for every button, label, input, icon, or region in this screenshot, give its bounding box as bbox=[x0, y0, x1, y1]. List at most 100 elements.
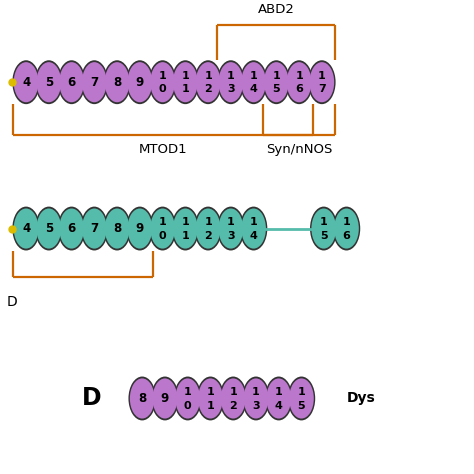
Ellipse shape bbox=[287, 62, 311, 102]
Ellipse shape bbox=[128, 62, 152, 102]
Ellipse shape bbox=[12, 207, 40, 250]
Ellipse shape bbox=[263, 60, 290, 104]
Text: Dys: Dys bbox=[347, 392, 376, 405]
Ellipse shape bbox=[81, 60, 108, 104]
Text: 6: 6 bbox=[67, 76, 76, 89]
Text: 3: 3 bbox=[227, 231, 235, 241]
Text: 1: 1 bbox=[204, 218, 212, 228]
Ellipse shape bbox=[265, 376, 292, 420]
Text: 1: 1 bbox=[159, 71, 166, 81]
Ellipse shape bbox=[311, 209, 336, 248]
Text: 7: 7 bbox=[90, 222, 99, 235]
Ellipse shape bbox=[266, 378, 291, 419]
Ellipse shape bbox=[82, 62, 107, 102]
Text: 1: 1 bbox=[182, 218, 189, 228]
Ellipse shape bbox=[174, 376, 201, 420]
Ellipse shape bbox=[197, 376, 224, 420]
Text: 8: 8 bbox=[113, 76, 121, 89]
Text: 1: 1 bbox=[250, 218, 257, 228]
Text: D: D bbox=[82, 386, 102, 410]
Text: MTOD1: MTOD1 bbox=[138, 144, 187, 156]
Ellipse shape bbox=[149, 60, 176, 104]
Ellipse shape bbox=[128, 376, 156, 420]
Text: 7: 7 bbox=[90, 76, 99, 89]
Ellipse shape bbox=[35, 60, 63, 104]
Text: 1: 1 bbox=[298, 387, 305, 397]
Text: 1: 1 bbox=[182, 84, 189, 94]
Text: 4: 4 bbox=[250, 84, 257, 94]
Ellipse shape bbox=[285, 60, 313, 104]
Text: 5: 5 bbox=[320, 231, 328, 241]
Ellipse shape bbox=[130, 378, 155, 419]
Ellipse shape bbox=[217, 60, 245, 104]
Ellipse shape bbox=[173, 62, 198, 102]
Text: 6: 6 bbox=[343, 231, 350, 241]
Ellipse shape bbox=[172, 60, 199, 104]
Ellipse shape bbox=[288, 376, 315, 420]
Ellipse shape bbox=[59, 62, 84, 102]
Text: 1: 1 bbox=[295, 71, 303, 81]
Text: 4: 4 bbox=[275, 401, 283, 410]
Text: 9: 9 bbox=[136, 222, 144, 235]
Text: 4: 4 bbox=[22, 76, 30, 89]
Text: 1: 1 bbox=[273, 71, 280, 81]
Text: 5: 5 bbox=[298, 401, 305, 410]
Ellipse shape bbox=[241, 209, 266, 248]
Text: 6: 6 bbox=[67, 222, 76, 235]
Text: 1: 1 bbox=[343, 218, 350, 228]
Text: 1: 1 bbox=[252, 387, 260, 397]
Ellipse shape bbox=[241, 62, 266, 102]
Ellipse shape bbox=[244, 378, 268, 419]
Ellipse shape bbox=[150, 209, 175, 248]
Ellipse shape bbox=[105, 209, 129, 248]
Ellipse shape bbox=[103, 207, 131, 250]
Ellipse shape bbox=[81, 207, 108, 250]
Ellipse shape bbox=[194, 60, 222, 104]
Text: 0: 0 bbox=[184, 401, 191, 410]
Ellipse shape bbox=[194, 207, 222, 250]
Ellipse shape bbox=[219, 209, 243, 248]
Text: 1: 1 bbox=[227, 71, 235, 81]
Text: 1: 1 bbox=[207, 387, 214, 397]
Ellipse shape bbox=[196, 62, 220, 102]
Ellipse shape bbox=[240, 207, 267, 250]
Text: 9: 9 bbox=[136, 76, 144, 89]
Ellipse shape bbox=[196, 209, 220, 248]
Text: 1: 1 bbox=[318, 71, 326, 81]
Ellipse shape bbox=[103, 60, 131, 104]
Ellipse shape bbox=[173, 209, 198, 248]
Ellipse shape bbox=[310, 207, 337, 250]
Ellipse shape bbox=[150, 62, 175, 102]
Text: 1: 1 bbox=[207, 401, 214, 410]
Ellipse shape bbox=[149, 207, 176, 250]
Text: 9: 9 bbox=[161, 392, 169, 405]
Text: 1: 1 bbox=[204, 71, 212, 81]
Text: 1: 1 bbox=[182, 71, 189, 81]
Text: 1: 1 bbox=[227, 218, 235, 228]
Ellipse shape bbox=[219, 376, 247, 420]
Ellipse shape bbox=[36, 209, 61, 248]
Text: 1: 1 bbox=[182, 231, 189, 241]
Text: 4: 4 bbox=[250, 231, 257, 241]
Text: 1: 1 bbox=[159, 218, 166, 228]
Ellipse shape bbox=[198, 378, 223, 419]
Text: 3: 3 bbox=[227, 84, 235, 94]
Ellipse shape bbox=[105, 62, 129, 102]
Text: 5: 5 bbox=[45, 76, 53, 89]
Ellipse shape bbox=[126, 60, 154, 104]
Ellipse shape bbox=[242, 376, 270, 420]
Text: 4: 4 bbox=[22, 222, 30, 235]
Text: 1: 1 bbox=[275, 387, 283, 397]
Ellipse shape bbox=[289, 378, 314, 419]
Text: 0: 0 bbox=[159, 84, 166, 94]
Text: 5: 5 bbox=[273, 84, 280, 94]
Ellipse shape bbox=[264, 62, 289, 102]
Text: 1: 1 bbox=[320, 218, 328, 228]
Text: 2: 2 bbox=[204, 84, 212, 94]
Text: 0: 0 bbox=[159, 231, 166, 241]
Ellipse shape bbox=[151, 376, 179, 420]
Ellipse shape bbox=[12, 60, 40, 104]
Text: Syn/nNOS: Syn/nNOS bbox=[266, 144, 332, 156]
Ellipse shape bbox=[219, 62, 243, 102]
Ellipse shape bbox=[36, 62, 61, 102]
